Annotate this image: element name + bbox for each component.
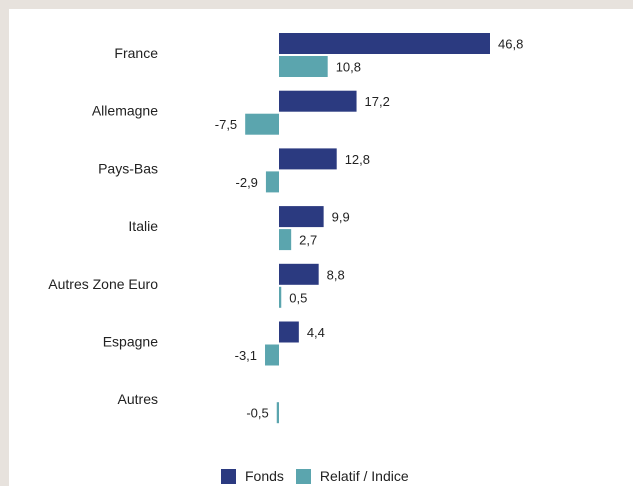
bar-fonds-pays-bas bbox=[279, 148, 337, 170]
category-label-italie: Italie bbox=[128, 218, 158, 234]
value-label-fonds-italie: 9,9 bbox=[332, 210, 350, 225]
value-label-relatif-indice-autres-zone-euro: 0,5 bbox=[289, 290, 307, 305]
value-label-fonds-allemagne: 17,2 bbox=[365, 94, 390, 109]
value-label-fonds-pays-bas: 12,8 bbox=[345, 152, 370, 167]
value-label-relatif-indice-pays-bas: -2,9 bbox=[236, 175, 258, 190]
bar-fonds-autres-zone-euro bbox=[279, 263, 319, 285]
value-label-fonds-autres-zone-euro: 8,8 bbox=[327, 267, 345, 282]
category-label-allemagne: Allemagne bbox=[92, 103, 158, 119]
bar-relatif-indice-pays-bas bbox=[265, 171, 279, 193]
value-label-fonds-espagne: 4,4 bbox=[307, 325, 325, 340]
bar-fonds-allemagne bbox=[279, 90, 357, 112]
category-labels: France Allemagne Pays-Bas Italie Autres Zone… bbox=[48, 45, 158, 407]
bar-relatif-indice-allemagne bbox=[245, 113, 279, 135]
category-label-france: France bbox=[114, 45, 158, 61]
legend-item-fonds: Fonds bbox=[221, 468, 284, 484]
value-label-relatif-indice-italie: 2,7 bbox=[299, 233, 317, 248]
category-label-autres-zone-euro: Autres Zone Euro bbox=[48, 276, 158, 292]
category-label-pays-bas: Pays-Bas bbox=[98, 160, 158, 176]
legend-swatch-fonds bbox=[221, 468, 236, 484]
bar-fonds-espagne bbox=[279, 321, 299, 343]
value-label-relatif-indice-france: 10,8 bbox=[336, 60, 361, 75]
chart-legend: Fonds Relatif / Indice bbox=[221, 468, 421, 484]
value-labels: 46,8 10,8 17,2 -7,5 12,8 -2,9 9,9 2,7 8,8 0,5 4,4 -… bbox=[215, 37, 524, 421]
value-label-relatif-indice-allemagne: -7,5 bbox=[215, 117, 237, 132]
chart-frame bbox=[9, 9, 633, 486]
bars bbox=[245, 33, 490, 424]
value-label-relatif-indice-espagne: -3,1 bbox=[235, 348, 257, 363]
value-label-fonds-france: 46,8 bbox=[498, 37, 523, 52]
legend-label-fonds: Fonds bbox=[245, 468, 284, 484]
bar-relatif-indice-autres bbox=[276, 402, 279, 424]
bar-relatif-indice-italie bbox=[279, 229, 292, 251]
legend-swatch-relatif bbox=[295, 468, 311, 484]
category-label-autres: Autres bbox=[118, 391, 158, 407]
legend-item-relatif: Relatif / Indice bbox=[295, 468, 409, 484]
bar-fonds-italie bbox=[279, 206, 324, 228]
legend-label-relatif: Relatif / Indice bbox=[319, 468, 409, 484]
category-label-espagne: Espagne bbox=[103, 334, 158, 350]
value-label-relatif-indice-autres: -0,5 bbox=[246, 406, 268, 421]
bar-relatif-indice-espagne bbox=[265, 344, 279, 366]
bar-fonds-france bbox=[279, 33, 490, 54]
bar-relatif-indice-france bbox=[279, 56, 328, 77]
bar-relatif-indice-autres-zone-euro bbox=[279, 286, 282, 308]
